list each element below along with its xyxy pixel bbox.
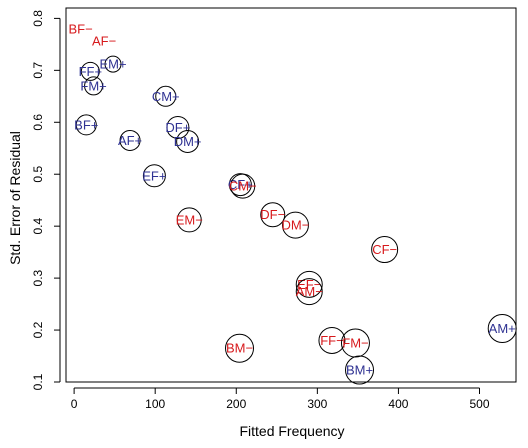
point-label: BF− bbox=[68, 21, 92, 36]
point-label: CM+ bbox=[152, 89, 180, 104]
y-tick-label: 0.1 bbox=[31, 373, 45, 390]
point-circle bbox=[84, 76, 104, 96]
point-circle bbox=[155, 85, 177, 107]
x-axis-title: Fitted Frequency bbox=[239, 423, 344, 439]
y-tick-label: 0.5 bbox=[31, 166, 45, 183]
point-circle bbox=[166, 115, 190, 139]
data-point: FM− bbox=[340, 328, 370, 358]
point-circle bbox=[295, 278, 323, 306]
point-label: FF− bbox=[320, 333, 343, 348]
y-tick-label: 0.8 bbox=[31, 10, 45, 27]
point-label: AF− bbox=[92, 34, 116, 49]
point-circle bbox=[281, 211, 309, 239]
point-circle bbox=[176, 129, 200, 153]
point-label: DF− bbox=[260, 207, 285, 222]
plot-frame bbox=[65, 7, 517, 383]
point-label: AM+ bbox=[489, 321, 516, 336]
point-circle bbox=[80, 61, 100, 81]
data-point: FF− bbox=[318, 326, 346, 354]
point-label: FF+ bbox=[79, 64, 102, 79]
point-circle bbox=[225, 333, 255, 363]
point-circle bbox=[487, 313, 517, 343]
data-point: DF− bbox=[260, 202, 286, 228]
point-circle bbox=[318, 326, 346, 354]
x-tick-label: 100 bbox=[145, 397, 165, 411]
data-point: CF− bbox=[371, 236, 399, 264]
point-label: CM− bbox=[229, 179, 257, 194]
point-circle bbox=[119, 129, 141, 151]
point-circle bbox=[230, 173, 256, 199]
data-point: FM+ bbox=[80, 76, 107, 96]
y-tick-label: 0.4 bbox=[31, 218, 45, 235]
data-point: CM+ bbox=[152, 85, 180, 107]
y-axis-title: Std. Error of Residual bbox=[7, 131, 23, 265]
data-point: BM+ bbox=[345, 355, 375, 385]
y-tick-label: 0.3 bbox=[31, 269, 45, 286]
x-tick-label: 0 bbox=[71, 397, 78, 411]
y-tick-label: 0.6 bbox=[31, 114, 45, 131]
point-circle bbox=[260, 202, 286, 228]
axes: 0 100 200 300 400 500 0.1 0.2 0.3 0.4 0.5 0.6 0.7 0.8 bbox=[31, 7, 517, 411]
data-point: BM− bbox=[225, 333, 255, 363]
point-label: CF+ bbox=[228, 177, 253, 192]
data-point: EM− bbox=[176, 207, 203, 233]
data-point: FF+ bbox=[79, 61, 102, 81]
point-label: BF+ bbox=[74, 117, 98, 132]
point-label: FM+ bbox=[80, 78, 106, 93]
data-point: AM+ bbox=[487, 313, 517, 343]
point-circle bbox=[142, 164, 166, 188]
point-label: DM− bbox=[282, 218, 310, 233]
point-label: FM− bbox=[342, 336, 368, 351]
point-label: EF+ bbox=[142, 168, 166, 183]
data-point: AF+ bbox=[118, 129, 142, 151]
point-label: BM− bbox=[226, 341, 253, 356]
x-tick-label: 400 bbox=[388, 397, 408, 411]
point-label: EM− bbox=[176, 212, 203, 227]
data-point: DM+ bbox=[174, 129, 202, 153]
x-tick-label: 200 bbox=[226, 397, 246, 411]
point-circle bbox=[295, 270, 323, 298]
point-label: DF+ bbox=[165, 120, 190, 135]
point-label: AF+ bbox=[118, 133, 142, 148]
data-point: EF+ bbox=[142, 164, 166, 188]
point-label: DM+ bbox=[174, 134, 202, 149]
data-point: CM− bbox=[229, 173, 257, 199]
point-circle bbox=[104, 55, 122, 73]
y-tick-label: 0.7 bbox=[31, 62, 45, 79]
point-label: AM− bbox=[296, 284, 323, 299]
point-circle bbox=[371, 236, 399, 264]
point-circle bbox=[75, 114, 97, 136]
data-point: DM− bbox=[281, 211, 310, 239]
point-circle bbox=[345, 355, 375, 385]
y-tick-label: 0.2 bbox=[31, 321, 45, 338]
data-point: BF− bbox=[68, 21, 92, 36]
point-label: EM+ bbox=[99, 57, 126, 72]
point-circle bbox=[176, 207, 202, 233]
point-circle bbox=[228, 173, 252, 197]
x-tick-label: 300 bbox=[307, 397, 327, 411]
data-point: AM− bbox=[295, 278, 323, 306]
data-point: BF+ bbox=[74, 114, 98, 136]
point-label: CF− bbox=[372, 242, 397, 257]
x-tick-label: 500 bbox=[469, 397, 489, 411]
data-point: AF− bbox=[92, 34, 116, 49]
data-points: BF−AF− EM+FF+FM+ CM+ BF+ DF+ AF+ DM+ EF+ CF+CM− E… bbox=[68, 21, 517, 385]
point-label: BM+ bbox=[346, 363, 373, 378]
data-point: EM+ bbox=[99, 55, 127, 73]
data-point: CF+ bbox=[228, 173, 253, 197]
